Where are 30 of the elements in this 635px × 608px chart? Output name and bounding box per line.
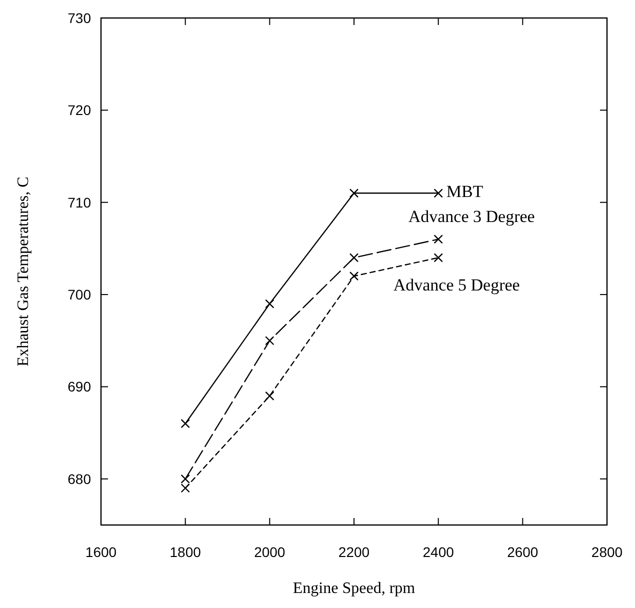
x-tick-label: 2400: [422, 544, 454, 560]
y-tick-label: 710: [68, 194, 92, 210]
y-tick-label: 690: [68, 378, 92, 395]
point: [180, 484, 190, 493]
y-tick-label: 720: [68, 102, 92, 118]
x-tick-label: 1600: [85, 544, 117, 560]
series-label: Advance 3 Degree: [408, 207, 535, 226]
point: [349, 253, 359, 262]
series-label: Advance 5 Degree: [393, 276, 520, 295]
x-tick-label: 1800: [170, 544, 202, 560]
y-tick-label: 680: [68, 470, 92, 487]
point: [265, 299, 274, 308]
point: [434, 253, 443, 262]
point: [265, 391, 274, 401]
point: [434, 234, 443, 244]
point: [265, 336, 274, 346]
point: [434, 188, 443, 198]
point: [349, 188, 359, 198]
x-tick-label: 2000: [254, 544, 286, 560]
point: [180, 419, 190, 428]
y-axis-title: Exhaust Gas Temperatures, C: [15, 176, 32, 366]
x-axis-title: Engine Speed, rpm: [292, 580, 416, 597]
y-tick-label: 730: [68, 10, 92, 26]
y-tick-label: 700: [68, 286, 92, 303]
x-tick-label: 2200: [338, 544, 370, 560]
x-tick-label: 2600: [507, 544, 538, 560]
x-tick-label: 2800: [591, 544, 623, 560]
point: [180, 474, 190, 484]
point: [349, 272, 359, 281]
series-label: MBT: [446, 182, 484, 202]
